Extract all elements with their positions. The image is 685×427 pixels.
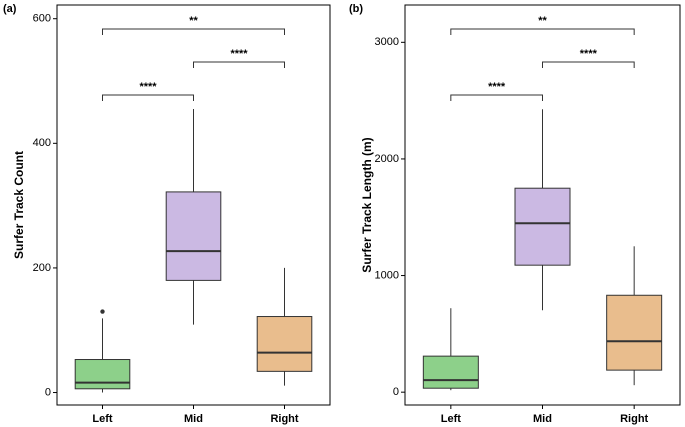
- x-tick-label: Right: [270, 413, 298, 425]
- significance-label: ****: [139, 81, 157, 93]
- y-tick-label: 1000: [375, 269, 399, 281]
- significance-bracket: [450, 94, 543, 101]
- significance-label: ****: [230, 48, 248, 60]
- x-tick-label: Left: [441, 413, 462, 425]
- significance-bracket: [542, 61, 635, 68]
- y-tick-label: 0: [45, 386, 51, 398]
- box: [256, 316, 313, 372]
- x-tick-label: Mid: [184, 413, 203, 425]
- significance-bracket: [102, 28, 285, 35]
- box: [165, 191, 222, 281]
- y-tick-label: 0: [393, 386, 399, 398]
- y-tick-label: 3000: [375, 36, 399, 48]
- y-tick-label: 400: [33, 137, 51, 149]
- box: [74, 359, 131, 390]
- y-axis-label: Surfer Track Length (m): [360, 137, 374, 272]
- significance-label: **: [189, 15, 198, 27]
- x-tick-label: Left: [92, 413, 113, 425]
- significance-label: ****: [580, 48, 598, 60]
- x-tick-label: Mid: [533, 413, 552, 425]
- significance-label: ****: [488, 81, 506, 93]
- y-tick-label: 2000: [375, 153, 399, 165]
- significance-bracket: [450, 28, 635, 35]
- plot-frame: [404, 4, 681, 406]
- significance-label: **: [538, 15, 547, 27]
- outlier: [100, 309, 105, 314]
- y-tick-label: 600: [33, 13, 51, 25]
- significance-bracket: [102, 94, 194, 101]
- panel-label: (b): [349, 3, 363, 15]
- x-tick-label: Right: [620, 413, 648, 425]
- box: [422, 355, 479, 389]
- y-axis-label: Surfer Track Count: [12, 151, 26, 259]
- significance-bracket: [193, 61, 285, 68]
- box: [514, 187, 571, 266]
- y-tick-label: 200: [33, 262, 51, 274]
- plot-frame: [56, 4, 331, 406]
- box: [606, 294, 663, 371]
- panel-label: (a): [3, 3, 17, 15]
